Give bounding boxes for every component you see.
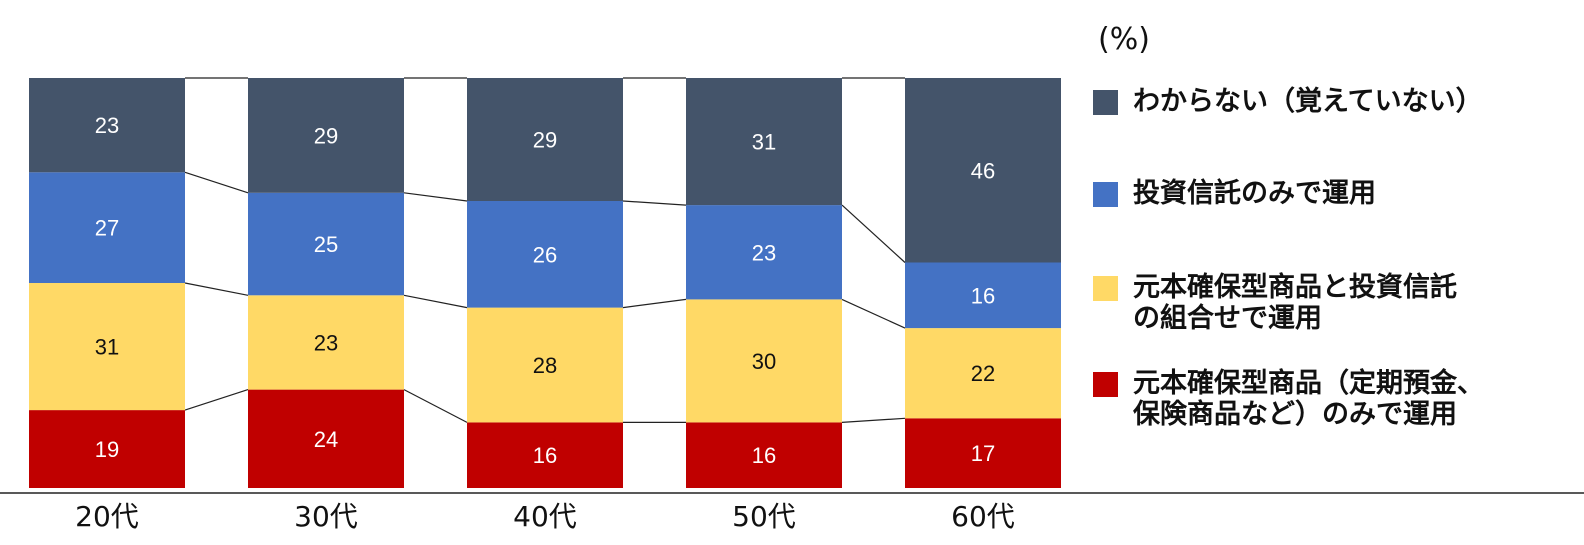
unit-label: (%): [1098, 22, 1150, 57]
data-label: 30: [752, 349, 776, 374]
data-label: 23: [314, 330, 338, 355]
data-label: 27: [95, 216, 119, 241]
data-label: 29: [533, 128, 557, 153]
data-label: 24: [314, 427, 338, 452]
connector-line: [841, 298, 906, 329]
data-label: 25: [314, 232, 338, 257]
bar-segment: [29, 172, 185, 283]
legend-swatch: [1093, 372, 1118, 397]
data-label: 16: [752, 443, 776, 468]
bar-segment: [686, 205, 842, 300]
legend-label-line: 元本確保型商品と投資信託: [1133, 272, 1457, 303]
data-label: 23: [95, 113, 119, 138]
data-label: 19: [95, 437, 119, 462]
connector-line: [403, 389, 468, 423]
connector-line: [403, 192, 468, 202]
legend-item: 元本確保型商品（定期預金、 保険商品など）のみで運用: [1093, 368, 1533, 430]
data-label: 17: [971, 441, 995, 466]
bar-segment: [686, 299, 842, 423]
bar-segment: [905, 418, 1061, 488]
bar-segment: [248, 389, 404, 488]
bar-segment: [467, 422, 623, 488]
category-tick-label: 40代: [513, 500, 577, 533]
bar-segment: [248, 192, 404, 296]
legend-swatch: [1093, 276, 1118, 301]
legend-label: わからない（覚えていない）: [1133, 86, 1533, 117]
legend-label: 元本確保型商品と投資信託 の組合せで運用: [1133, 272, 1533, 334]
data-label: 16: [971, 283, 995, 308]
bar-segment: [467, 201, 623, 308]
category-tick-label: 30代: [294, 500, 358, 533]
category-tick-label: 20代: [75, 500, 139, 533]
data-label: 16: [533, 443, 557, 468]
connector-line: [622, 298, 687, 309]
bar-segment: [686, 422, 842, 488]
legend-label: 元本確保型商品（定期預金、 保険商品など）のみで運用: [1133, 368, 1533, 430]
bar-segment: [686, 78, 842, 206]
bar-segment: [29, 410, 185, 488]
connector-line: [841, 417, 906, 423]
bar-segment: [467, 78, 623, 201]
data-label: 26: [533, 242, 557, 267]
bar-segment: [905, 262, 1061, 329]
data-label: 28: [533, 353, 557, 378]
data-label: 46: [971, 158, 995, 183]
data-label: 31: [752, 130, 776, 155]
legend-label-line: 投資信託のみで運用: [1133, 178, 1376, 209]
connector-line: [184, 282, 249, 296]
legend-label-line: わからない（覚えていない）: [1133, 86, 1483, 117]
legend-item: わからない（覚えていない）: [1093, 86, 1533, 117]
bar-segment: [905, 328, 1061, 419]
bar-segment: [29, 283, 185, 411]
bar-segment: [467, 307, 623, 423]
data-label: 29: [314, 123, 338, 148]
legend-swatch: [1093, 182, 1118, 207]
legend-item: 投資信託のみで運用: [1093, 178, 1533, 209]
legend-item: 元本確保型商品と投資信託 の組合せで運用: [1093, 272, 1533, 334]
category-tick-label: 50代: [732, 500, 796, 533]
legend-label-line: 保険商品など）のみで運用: [1133, 399, 1457, 430]
legend-swatch: [1093, 90, 1118, 115]
bar-segment: [905, 78, 1061, 263]
connector-line: [622, 200, 687, 206]
bar-segment: [248, 78, 404, 193]
bar-segment: [248, 295, 404, 390]
legend-label-line: 元本確保型商品（定期預金、: [1133, 368, 1484, 399]
connector-line: [184, 389, 249, 411]
connector-line: [841, 204, 906, 263]
bar-segment: [29, 78, 185, 173]
legend-label: 投資信託のみで運用: [1133, 178, 1533, 209]
data-label: 31: [95, 335, 119, 360]
connector-line: [184, 171, 249, 194]
connector-line: [403, 294, 468, 309]
data-label: 23: [752, 240, 776, 265]
category-tick-label: 60代: [951, 500, 1015, 533]
legend-label-line: の組合せで運用: [1133, 303, 1322, 334]
data-label: 22: [971, 361, 995, 386]
